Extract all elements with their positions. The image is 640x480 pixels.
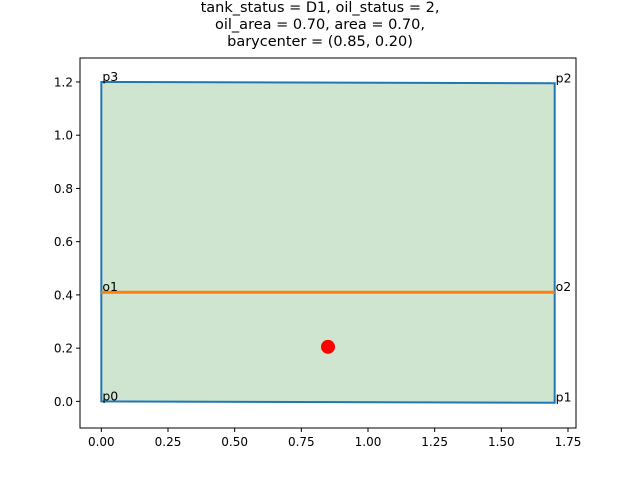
x-tick-label: 1.00 xyxy=(355,435,382,449)
y-tick-label: 0.4 xyxy=(54,288,73,302)
x-tick-label: 0.00 xyxy=(88,435,115,449)
x-tick-label: 0.50 xyxy=(221,435,248,449)
lines-layer xyxy=(100,80,556,404)
x-axis-ticks: 0.00 0.25 0.50 0.75 1.00 1.25 1.50 1.75 xyxy=(88,428,581,449)
x-tick-label: 1.75 xyxy=(555,435,582,449)
chart-title-line-1: tank_status = D1, oil_status = 2, xyxy=(200,0,440,16)
x-tick-label: 1.50 xyxy=(488,435,515,449)
point-label-p0: p0 xyxy=(102,388,118,403)
point-label-p1: p1 xyxy=(556,390,572,405)
axes-frame xyxy=(79,57,577,429)
x-tick-label: 1.25 xyxy=(421,435,448,449)
y-tick-label: 1.2 xyxy=(54,75,73,89)
tank-fill-polygon xyxy=(101,81,555,403)
chart-title-line-3: barycenter = (0.85, 0.20) xyxy=(227,34,413,50)
y-tick-label: 0.6 xyxy=(54,235,73,249)
barycenter-marker xyxy=(321,339,335,354)
x-tick-label: 0.75 xyxy=(288,435,315,449)
y-tick-label: 1.0 xyxy=(54,129,73,143)
chart-title-line-2: oil_area = 0.70, area = 0.70, xyxy=(215,17,425,33)
y-tick-label: 0.0 xyxy=(54,395,73,409)
points-layer xyxy=(321,339,335,354)
point-label-o1: o1 xyxy=(102,279,118,294)
point-label-o2: o2 xyxy=(556,279,572,294)
x-tick-label: 0.25 xyxy=(155,435,182,449)
tank-outline xyxy=(100,80,556,404)
y-axis-ticks: 0.0 0.2 0.4 0.6 0.8 1.0 1.2 xyxy=(54,75,80,409)
point-label-p3: p3 xyxy=(102,69,118,84)
y-tick-label: 0.8 xyxy=(54,182,73,196)
tank-fill-layer xyxy=(101,81,555,403)
point-label-p2: p2 xyxy=(556,70,572,85)
y-tick-label: 0.2 xyxy=(54,342,73,356)
point-labels-layer: p0 p1 p2 p3 o1 o2 xyxy=(102,69,571,405)
